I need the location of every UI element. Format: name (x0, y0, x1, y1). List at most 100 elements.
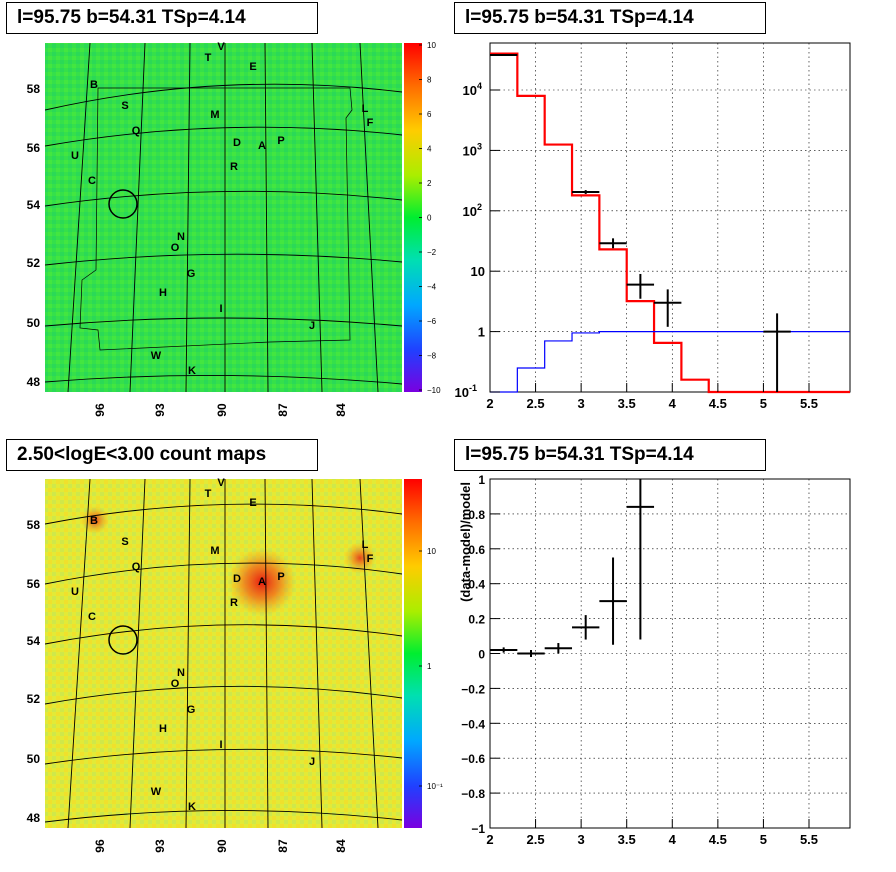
colorbar-tick-label: 10 (427, 41, 436, 50)
lon-tick-label: 96 (93, 839, 107, 853)
lat-tick-label: 50 (27, 316, 41, 330)
x-tick-label: 3 (578, 396, 585, 411)
y-tick-label: 1 (478, 473, 485, 487)
x-tick-label: 4 (669, 396, 677, 411)
lon-tick-label: 84 (334, 839, 348, 853)
title-top-right: l=95.75 b=54.31 TSp=4.14 (454, 2, 766, 34)
source-label: I (219, 303, 222, 315)
source-label: C (88, 175, 96, 187)
lat-tick-label: 56 (27, 577, 41, 591)
y-tick-label: 104 (463, 81, 482, 98)
source-label: A (258, 140, 266, 152)
source-label: R (230, 597, 238, 609)
x-tick-label: 4.5 (709, 396, 727, 411)
source-label: S (121, 100, 128, 112)
source-label: K (188, 365, 196, 377)
residual-map (45, 43, 402, 392)
colorbar-tick-label: 8 (427, 76, 432, 85)
residual-point (517, 650, 545, 657)
residual-ylabel: (data-model)/model (458, 482, 473, 602)
source-label: M (210, 545, 219, 557)
x-tick-label: 3.5 (618, 832, 636, 847)
source-label: N (177, 231, 185, 243)
y-tick-label: 0.8 (468, 508, 485, 522)
lon-tick-label: 90 (215, 839, 229, 853)
y-tick-label: 1 (478, 325, 485, 340)
model-total-line (490, 52, 850, 394)
source-label: T (205, 52, 212, 64)
title-bottom-right: l=95.75 b=54.31 TSp=4.14 (454, 439, 766, 471)
lon-tick-label: 93 (153, 839, 167, 853)
lon-tick-label: 93 (153, 403, 167, 417)
lon-tick-label: 84 (334, 403, 348, 417)
source-label: D (233, 573, 241, 585)
source-label: U (71, 150, 79, 162)
colorbar-tick-label: 2 (427, 179, 432, 188)
source-label: V (217, 477, 225, 489)
source-label: G (187, 268, 196, 280)
source-label: I (219, 739, 222, 751)
y-tick-label: 0.6 (468, 543, 485, 557)
source-label: Q (132, 561, 141, 573)
y-tick-label: 0 (478, 648, 485, 662)
lat-tick-label: 56 (27, 141, 41, 155)
source-label: S (121, 536, 128, 548)
source-label: L (362, 103, 369, 115)
source-label: L (362, 539, 369, 551)
colorbar-counts: 10 1 10⁻¹ (404, 479, 443, 828)
source-label: E (249, 61, 256, 73)
x-tick-label: 2 (486, 832, 493, 847)
y-tick-label: −0.4 (461, 717, 485, 731)
colorbar-tick-label: 4 (427, 145, 432, 154)
source-label: O (171, 242, 180, 254)
x-tick-label: 5 (760, 396, 767, 411)
x-tick-label: 4.5 (709, 832, 727, 847)
residual-point (572, 615, 600, 640)
lat-tick-label: 52 (27, 256, 41, 270)
source-label: P (277, 135, 284, 147)
source-label: F (367, 553, 374, 565)
count-map (45, 479, 402, 828)
colorbar-tick-label: 10⁻¹ (427, 782, 443, 791)
data-point (572, 190, 600, 194)
data-point (654, 289, 682, 327)
lat-tick-label: 54 (27, 634, 41, 648)
source-label: J (309, 320, 315, 332)
x-tick-label: 2.5 (527, 396, 545, 411)
source-label: N (177, 667, 185, 679)
source-label: E (249, 497, 256, 509)
source-label: U (71, 586, 79, 598)
lat-tick-label: 48 (27, 811, 41, 825)
colorbar-tick-label: 0 (427, 214, 432, 223)
source-label: W (151, 350, 162, 362)
colorbar-tick-label: −10 (427, 386, 441, 395)
lat-tick-label: 52 (27, 692, 41, 706)
lat-tick-label: 50 (27, 752, 41, 766)
source-label: K (188, 801, 196, 813)
source-label: D (233, 137, 241, 149)
colorbar-tick-label: −6 (427, 317, 437, 326)
source-label: V (217, 41, 225, 53)
source-label: A (258, 576, 266, 588)
colorbar-tick-label: 10 (427, 547, 436, 556)
source-label: B (90, 515, 98, 527)
x-tick-label: 5.5 (800, 832, 818, 847)
source-label: C (88, 611, 96, 623)
source-label: B (90, 79, 98, 91)
y-tick-label: −1 (471, 822, 485, 836)
y-tick-label: 102 (463, 202, 482, 219)
lat-tick-label: 54 (27, 198, 41, 212)
lon-tick-label: 87 (276, 403, 290, 417)
lat-tick-label: 58 (27, 518, 41, 532)
data-point (626, 273, 655, 299)
x-tick-label: 2 (486, 396, 493, 411)
x-tick-label: 5.5 (800, 396, 818, 411)
y-tick-label: 10 (471, 264, 485, 279)
source-label: R (230, 161, 238, 173)
source-label: M (210, 109, 219, 121)
data-point (490, 53, 518, 56)
source-label: W (151, 786, 162, 798)
residual-point (490, 647, 518, 653)
